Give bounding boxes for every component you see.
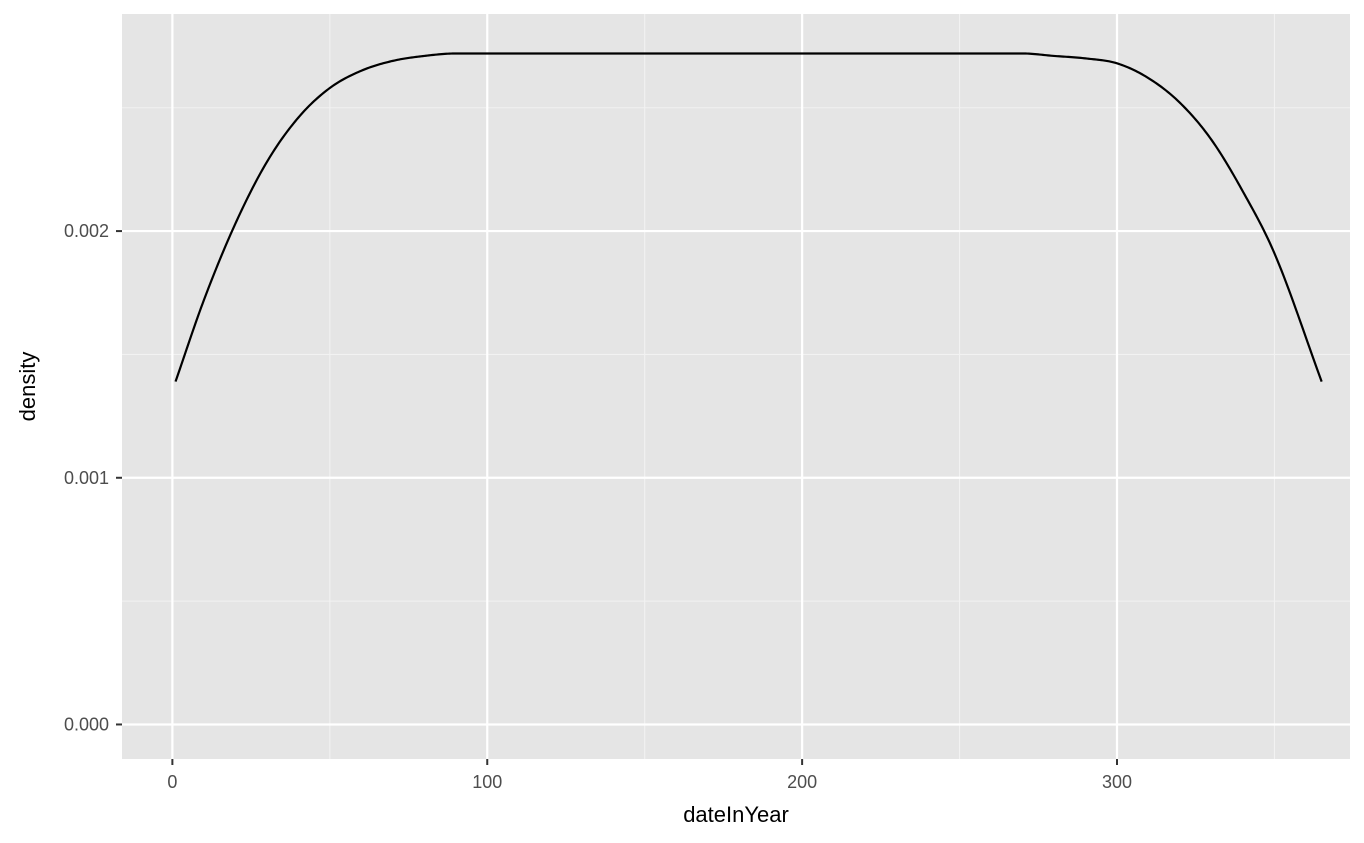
minor-gridlines xyxy=(122,14,1350,759)
x-tick-label: 100 xyxy=(472,772,502,792)
x-axis: 0 100 200 300 xyxy=(167,759,1132,792)
y-axis-title: density xyxy=(15,352,40,422)
density-curve xyxy=(174,52,1323,382)
y-tick-label: 0.001 xyxy=(64,468,109,488)
x-tick-label: 0 xyxy=(167,772,177,792)
x-axis-title: dateInYear xyxy=(683,802,789,827)
x-tick-label: 300 xyxy=(1102,772,1132,792)
x-tick-label: 200 xyxy=(787,772,817,792)
y-tick-label: 0.002 xyxy=(64,221,109,241)
major-gridlines xyxy=(122,14,1350,759)
plot-panel xyxy=(122,14,1350,759)
y-axis: 0.000 0.001 0.002 xyxy=(64,221,122,734)
y-tick-label: 0.000 xyxy=(64,714,109,734)
